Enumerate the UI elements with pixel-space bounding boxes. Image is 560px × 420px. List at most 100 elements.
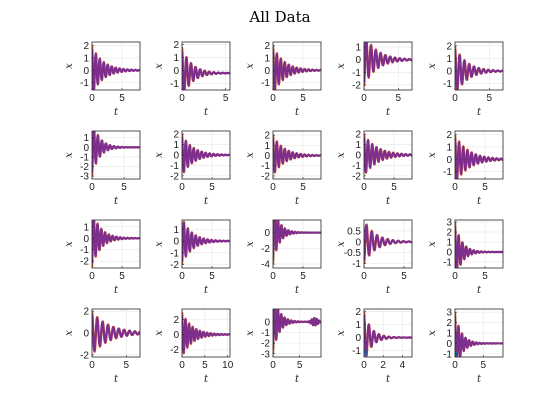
x-tick-label: 0 bbox=[452, 360, 458, 371]
y-tick-label: -2 bbox=[261, 244, 270, 255]
x-tick-label: 0 bbox=[179, 271, 185, 282]
x-axis-label: t bbox=[386, 285, 391, 296]
y-axis-label: x bbox=[245, 241, 256, 247]
y-tick-label: -1 bbox=[261, 78, 270, 89]
axes-box bbox=[91, 219, 141, 269]
x-axis-label: t bbox=[204, 107, 209, 118]
x-axis-label: t bbox=[477, 107, 482, 118]
y-tick-label: 1 bbox=[83, 133, 89, 144]
y-tick-label: 2 bbox=[83, 41, 89, 52]
axes-box bbox=[181, 41, 231, 91]
series-b-line bbox=[455, 226, 503, 268]
y-axis-label: x bbox=[154, 241, 165, 247]
y-axis-label: x bbox=[336, 330, 347, 336]
x-tick-label: 10 bbox=[222, 360, 234, 371]
series-b-line bbox=[92, 131, 140, 173]
y-tick-label: 1 bbox=[264, 54, 270, 65]
y-tick-label: 0 bbox=[173, 237, 179, 248]
series-b-line bbox=[273, 220, 321, 260]
x-axis-label: t bbox=[204, 196, 209, 207]
y-tick-label: 0 bbox=[355, 55, 361, 66]
y-tick-label: 1 bbox=[446, 143, 452, 154]
x-tick-label: 0 bbox=[89, 271, 95, 282]
y-tick-label: -4 bbox=[261, 260, 270, 271]
series-b-line bbox=[273, 137, 321, 173]
x-tick-label: 5 bbox=[119, 271, 125, 282]
y-axis-label: x bbox=[64, 63, 75, 69]
x-axis-label: t bbox=[295, 107, 300, 118]
y-tick-label: -1 bbox=[170, 248, 179, 259]
y-tick-label: -1 bbox=[261, 328, 270, 339]
y-tick-label: 3 bbox=[446, 308, 452, 319]
y-tick-label: 2 bbox=[446, 41, 452, 52]
x-tick-label: 0 bbox=[89, 360, 95, 371]
x-axis-label: t bbox=[204, 374, 209, 385]
x-tick-label: 0 bbox=[270, 182, 276, 193]
x-axis-label: t bbox=[386, 374, 391, 385]
axes-box bbox=[454, 219, 504, 269]
y-tick-label: 0.5 bbox=[347, 226, 361, 237]
series-b-line bbox=[455, 316, 503, 357]
y-axis-label: x bbox=[427, 63, 438, 69]
y-tick-label: 0 bbox=[83, 143, 89, 154]
y-tick-label: -2 bbox=[80, 257, 89, 268]
y-tick-label: 2 bbox=[83, 307, 89, 318]
x-tick-label: 0 bbox=[270, 271, 276, 282]
x-tick-label: 5 bbox=[300, 93, 306, 104]
y-axis-label: x bbox=[427, 241, 438, 247]
axes-box bbox=[91, 41, 141, 91]
y-tick-label: -1 bbox=[170, 161, 179, 172]
y-axis-label: x bbox=[336, 152, 347, 158]
x-axis-label: t bbox=[477, 374, 482, 385]
y-tick-label: 2 bbox=[173, 130, 179, 141]
y-tick-label: -1 bbox=[443, 349, 452, 360]
x-tick-label: 0 bbox=[361, 360, 367, 371]
y-tick-label: -1 bbox=[443, 167, 452, 178]
y-tick-label: 0 bbox=[83, 329, 89, 340]
series-b-line bbox=[364, 315, 412, 357]
y-tick-label: -2 bbox=[261, 171, 270, 182]
y-tick-label: 0 bbox=[355, 237, 361, 248]
series-b-line bbox=[455, 49, 503, 90]
x-axis-label: t bbox=[295, 285, 300, 296]
y-tick-label: -1 bbox=[80, 78, 89, 89]
x-axis-label: t bbox=[114, 374, 119, 385]
series-b-line bbox=[273, 309, 321, 350]
y-tick-label: 2 bbox=[264, 131, 270, 142]
y-axis-label: x bbox=[427, 330, 438, 336]
y-tick-label: 0 bbox=[446, 155, 452, 166]
series-b-line bbox=[92, 314, 140, 352]
x-tick-label: 5 bbox=[401, 271, 407, 282]
y-tick-label: 1 bbox=[264, 141, 270, 152]
axes-box bbox=[272, 219, 322, 269]
y-axis-label: x bbox=[64, 241, 75, 247]
x-tick-label: 0 bbox=[270, 93, 276, 104]
y-tick-label: 0 bbox=[264, 66, 270, 77]
y-tick-label: 1 bbox=[355, 43, 361, 54]
y-tick-label: -0.5 bbox=[344, 248, 362, 259]
y-tick-label: -1 bbox=[80, 152, 89, 163]
y-tick-label: 0 bbox=[173, 66, 179, 77]
series-b-line bbox=[273, 48, 321, 90]
y-tick-label: 0 bbox=[446, 339, 452, 350]
x-tick-label: 5 bbox=[391, 182, 397, 193]
y-tick-label: 0 bbox=[355, 151, 361, 162]
y-tick-label: -1 bbox=[352, 259, 361, 270]
y-tick-label: -1 bbox=[443, 79, 452, 90]
series-b-line bbox=[182, 221, 230, 262]
x-tick-label: 5 bbox=[396, 93, 402, 104]
x-tick-label: 5 bbox=[121, 182, 127, 193]
x-axis-label: t bbox=[295, 196, 300, 207]
y-tick-label: -2 bbox=[80, 162, 89, 173]
y-tick-label: 0 bbox=[83, 234, 89, 245]
x-axis-label: t bbox=[114, 285, 119, 296]
series-b-line bbox=[92, 48, 140, 90]
series-b-line bbox=[182, 314, 230, 354]
subplot-5: 0 5 -10 1 2 t x bbox=[427, 41, 504, 118]
y-tick-label: -2 bbox=[80, 350, 89, 361]
y-tick-label: -1 bbox=[170, 79, 179, 90]
series-b-line bbox=[455, 137, 503, 179]
series-b-line bbox=[364, 136, 412, 173]
